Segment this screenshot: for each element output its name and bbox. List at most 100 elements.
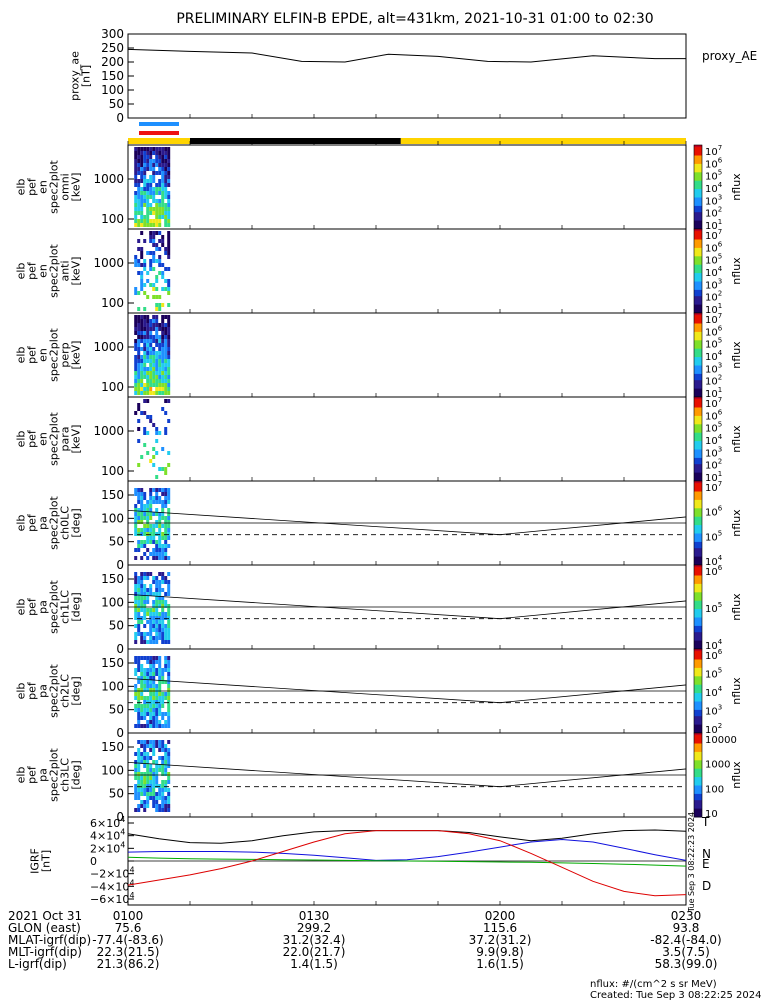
heatmap-cell — [140, 792, 144, 796]
heatmap-cell — [161, 620, 165, 624]
heatmap-cell — [161, 740, 165, 744]
colorbar-cell — [694, 409, 702, 413]
ylabel-line: ch3LC — [59, 758, 72, 792]
heatmap-cell — [137, 403, 141, 407]
colorbar-cell — [694, 413, 702, 417]
heatmap-cell — [164, 660, 168, 664]
colorbar-tick-label: 102 — [705, 206, 722, 220]
colorbar-cell — [694, 718, 702, 721]
heatmap-cell — [140, 744, 144, 748]
heatmap-cell — [161, 572, 165, 576]
colorbar-cell — [694, 220, 702, 224]
colorbar-cell — [694, 537, 702, 541]
heatmap-cell — [149, 355, 153, 359]
heatmap-cell — [152, 267, 156, 271]
heatmap-cell — [134, 752, 138, 756]
heatmap-cell — [149, 331, 153, 335]
heatmap-cell — [167, 624, 171, 628]
colorbar-tick-label: 104 — [705, 433, 723, 447]
heatmap-cell — [155, 355, 159, 359]
ylabel-line: spec2plot — [48, 160, 61, 214]
heatmap-cell — [167, 776, 171, 780]
heatmap-cell — [140, 516, 144, 520]
heatmap-cell — [161, 147, 165, 151]
heatmap-cell — [158, 788, 162, 792]
heatmap-cell — [161, 347, 165, 351]
heatmap-cell — [137, 339, 141, 343]
heatmap-cell — [140, 339, 144, 343]
heatmap-cell — [161, 275, 165, 279]
heatmap-cell — [158, 219, 162, 223]
heatmap-cell — [149, 379, 153, 383]
heatmap-cell — [146, 756, 150, 760]
heatmap-cell — [143, 359, 147, 363]
heatmap-cell — [152, 187, 156, 191]
heatmap-cell — [158, 295, 162, 299]
heatmap-cell — [137, 335, 141, 339]
heatmap-cell — [134, 203, 138, 207]
heatmap-cell — [146, 536, 150, 540]
heatmap-cell — [140, 520, 144, 524]
heatmap-cell — [146, 335, 150, 339]
heatmap-cell — [158, 808, 162, 812]
heatmap-cell — [155, 431, 159, 435]
heatmap-cell — [137, 704, 141, 708]
colorbar-cell — [694, 321, 702, 324]
heatmap-cell — [149, 528, 153, 532]
heatmap-cell — [134, 219, 138, 223]
heatmap-cell — [155, 375, 159, 379]
heatmap-cell — [137, 588, 141, 592]
colorbar-cell — [694, 487, 702, 490]
heatmap-cell — [143, 367, 147, 371]
heatmap-cell — [155, 475, 159, 479]
heatmap-cell — [155, 371, 159, 375]
heatmap-cell — [161, 516, 165, 520]
colorbar-cell — [694, 193, 702, 196]
heatmap-cell — [158, 524, 162, 528]
heatmap-cell — [146, 588, 150, 592]
ylabel-line: [deg] — [70, 676, 83, 705]
colorbar-cell — [694, 422, 702, 425]
heatmap-cell — [161, 351, 165, 355]
colorbar-cell — [694, 693, 702, 696]
heatmap-cell — [158, 712, 162, 716]
heatmap-cell — [158, 347, 162, 351]
heatmap-cell — [146, 295, 150, 299]
heatmap-cell — [152, 255, 156, 259]
heatmap-cell — [155, 275, 159, 279]
colorbar-cell — [694, 705, 702, 709]
heatmap-cell — [137, 171, 141, 175]
heatmap-cell — [164, 548, 168, 552]
heatmap-cell — [161, 383, 165, 387]
colorbar-cell — [694, 197, 702, 201]
colorbar-tick-label: 106 — [705, 156, 723, 170]
heatmap-cell — [158, 520, 162, 524]
colorbar-cell — [694, 386, 702, 390]
proxy-ae-ytick-label: 0 — [116, 111, 124, 125]
colorbar-cell — [694, 762, 702, 765]
colorbar-cell — [694, 756, 702, 759]
heatmap-cell — [140, 740, 144, 744]
heatmap-cell — [140, 375, 144, 379]
colorbar-cell — [694, 247, 702, 251]
heatmap-cell — [149, 335, 153, 339]
heatmap-cell — [164, 471, 168, 475]
heatmap-cell — [155, 243, 159, 247]
heatmap-cell — [155, 804, 159, 808]
colorbar-cell — [694, 399, 702, 402]
heatmap-cell — [143, 640, 147, 644]
colorbar-cell — [694, 642, 702, 646]
heatmap-cell — [152, 636, 156, 640]
energy-ytick-label: 1000 — [93, 256, 124, 270]
heatmap-cell — [161, 363, 165, 367]
energy-ytick-label: 1000 — [93, 340, 124, 354]
colorbar-cell — [694, 560, 702, 564]
heatmap-cell — [137, 528, 141, 532]
pa-ytick-label: 0 — [116, 642, 124, 656]
colorbar-cell — [694, 258, 702, 261]
heatmap-cell — [140, 580, 144, 584]
colorbar-tick-label: 104 — [705, 638, 723, 652]
ylabel-line: [deg] — [70, 508, 83, 537]
